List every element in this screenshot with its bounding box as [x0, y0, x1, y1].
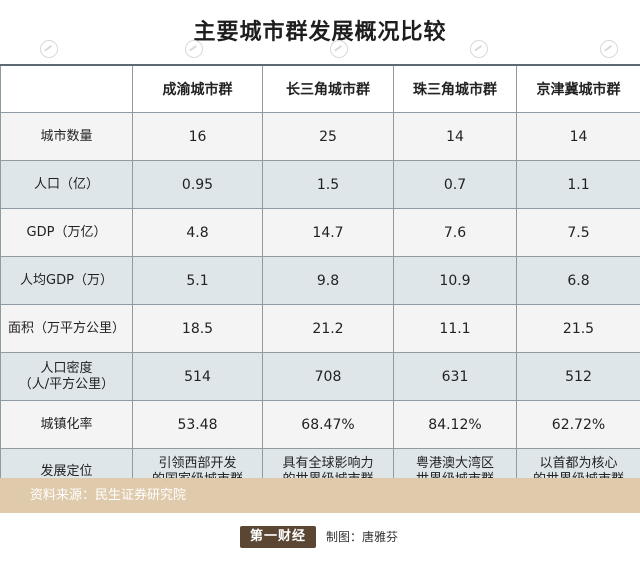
table-cell: 9.8 — [262, 256, 394, 305]
table-cell: 14.7 — [262, 208, 394, 257]
table-cell: 4.8 — [132, 208, 263, 257]
table-cell: 7.5 — [516, 208, 640, 257]
watermark-icon — [40, 40, 58, 58]
row-label: 人口（亿） — [0, 160, 133, 209]
table-cell: 708 — [262, 352, 394, 401]
table-cell: 62.72% — [516, 400, 640, 449]
page-title: 主要城市群发展概况比较 — [193, 20, 447, 45]
table-row: 面积（万平方公里） 18.5 21.2 11.1 21.5 — [0, 304, 640, 353]
table-header-cell: 长三角城市群 — [262, 64, 394, 113]
table-cell: 5.1 — [132, 256, 263, 305]
table-cell: 14 — [393, 112, 517, 161]
table-header-cell — [0, 64, 133, 113]
table-cell: 84.12% — [393, 400, 517, 449]
row-label: 城镇化率 — [0, 400, 133, 449]
table-cell: 0.95 — [132, 160, 263, 209]
table-row: 人口（亿） 0.95 1.5 0.7 1.1 — [0, 160, 640, 209]
table-cell: 21.5 — [516, 304, 640, 353]
table-cell: 6.8 — [516, 256, 640, 305]
row-label: 城市数量 — [0, 112, 133, 161]
table-cell: 1.1 — [516, 160, 640, 209]
table-cell: 14 — [516, 112, 640, 161]
row-label: 人口密度 （人/平方公里） — [0, 352, 133, 401]
row-label: 面积（万平方公里） — [0, 304, 133, 353]
row-label: GDP（万亿） — [0, 208, 133, 257]
source-bar: 资料来源：民生证券研究院 — [0, 478, 640, 513]
table-row: 人均GDP（万） 5.1 9.8 10.9 6.8 — [0, 256, 640, 305]
publisher-logo: 第一财经 — [240, 526, 316, 548]
table-header-row: 成渝城市群 长三角城市群 珠三角城市群 京津冀城市群 — [0, 64, 640, 113]
table-row: 人口密度 （人/平方公里） 514 708 631 512 — [0, 352, 640, 401]
table-row: 城镇化率 53.48 68.47% 84.12% 62.72% — [0, 400, 640, 449]
table-cell: 11.1 — [393, 304, 517, 353]
table-cell: 512 — [516, 352, 640, 401]
table-row: 城市数量 16 25 14 14 — [0, 112, 640, 161]
table-cell: 631 — [393, 352, 517, 401]
table-cell: 21.2 — [262, 304, 394, 353]
table-header-cell: 成渝城市群 — [132, 64, 263, 113]
table-cell: 0.7 — [393, 160, 517, 209]
watermark-icon — [330, 40, 348, 58]
table-cell: 25 — [262, 112, 394, 161]
comparison-table: 成渝城市群 长三角城市群 珠三角城市群 京津冀城市群 城市数量 16 25 14… — [0, 64, 640, 495]
table-cell: 7.6 — [393, 208, 517, 257]
table-cell: 68.47% — [262, 400, 394, 449]
watermark-icon — [600, 40, 618, 58]
source-note: 资料来源：民生证券研究院 — [30, 488, 187, 503]
table-cell: 53.48 — [132, 400, 263, 449]
table-cell: 16 — [132, 112, 263, 161]
table-cell: 10.9 — [393, 256, 517, 305]
table-cell: 1.5 — [262, 160, 394, 209]
table-cell: 514 — [132, 352, 263, 401]
watermark-icon — [185, 40, 203, 58]
table-row: GDP（万亿） 4.8 14.7 7.6 7.5 — [0, 208, 640, 257]
table-header-cell: 京津冀城市群 — [516, 64, 640, 113]
table-cell: 18.5 — [132, 304, 263, 353]
row-label: 人均GDP（万） — [0, 256, 133, 305]
chart-credit: 制图：唐雅芬 — [326, 530, 399, 544]
watermark-icon — [470, 40, 488, 58]
table-header-cell: 珠三角城市群 — [393, 64, 517, 113]
